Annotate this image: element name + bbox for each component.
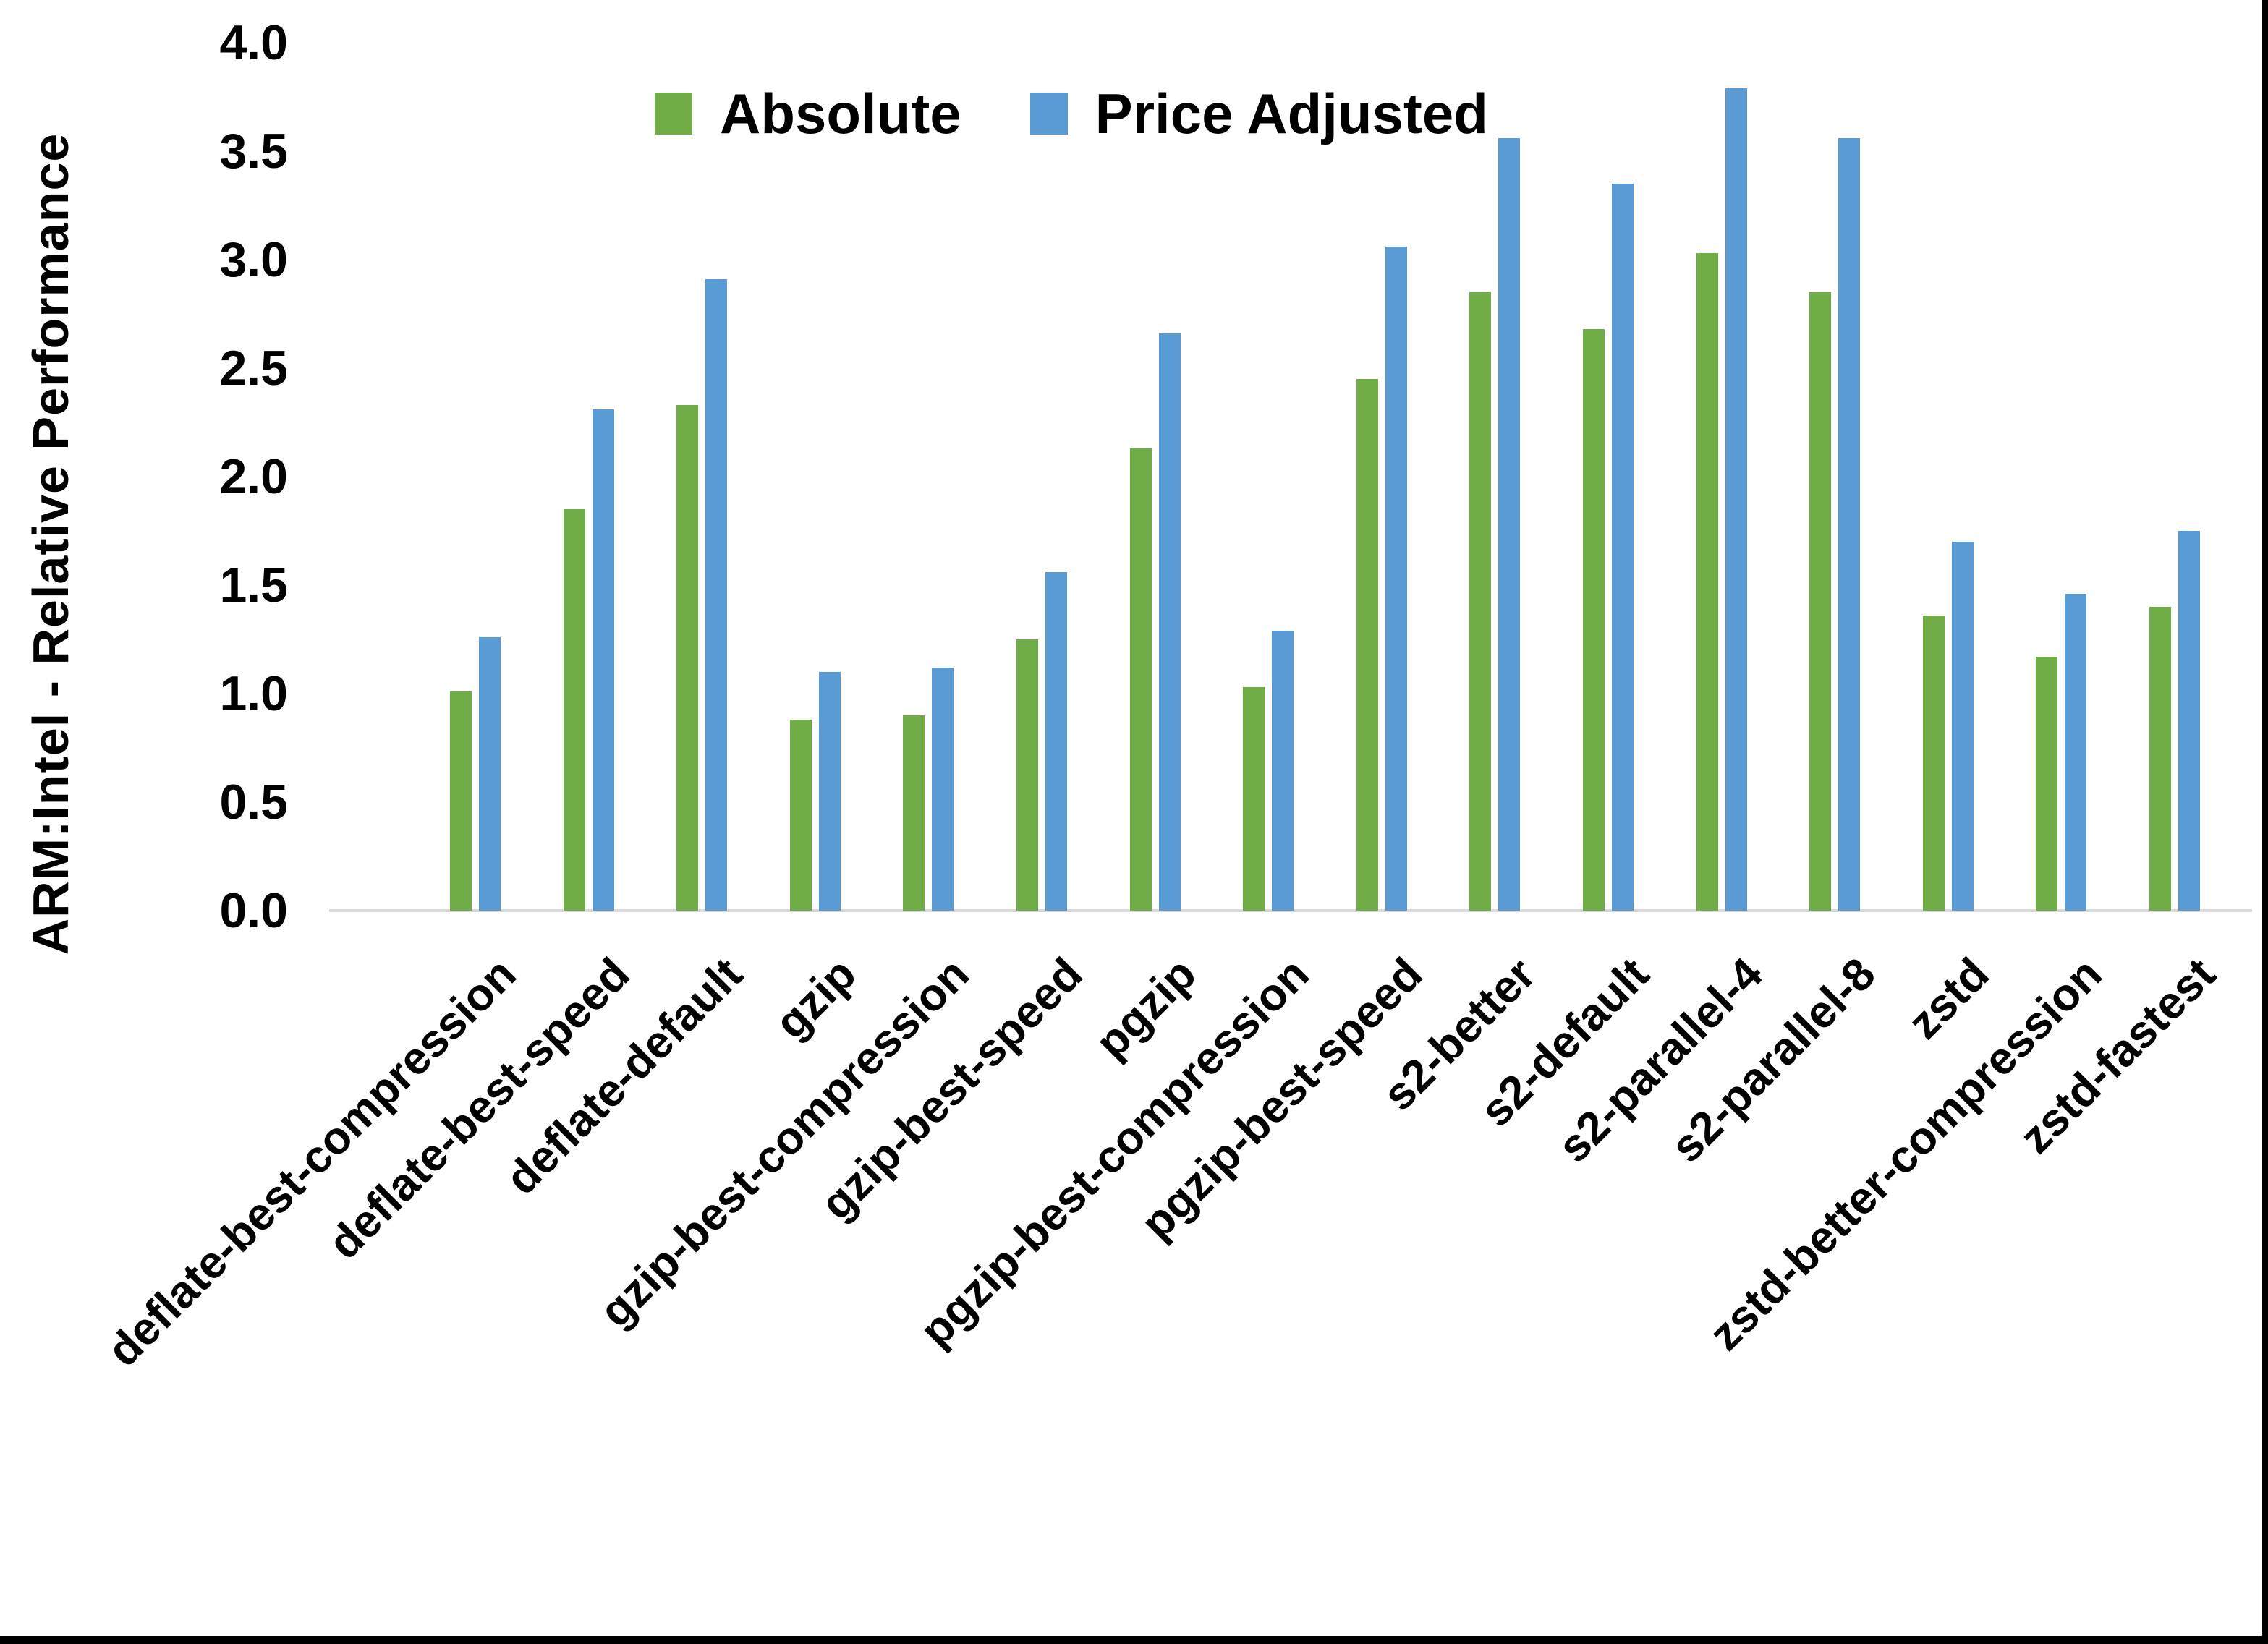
- legend-swatch-price-adjusted-icon: [1029, 93, 1068, 135]
- y-tick-label: 3.5: [219, 124, 288, 179]
- y-tick-label: 4.0: [219, 15, 288, 70]
- bar-price-adjusted: [818, 672, 841, 911]
- bar-price-adjusted: [1951, 542, 1974, 911]
- y-axis-title: ARM:Intel - Relative Performance: [22, 132, 79, 955]
- bar-absolute: [903, 715, 925, 911]
- bar-price-adjusted: [705, 279, 728, 911]
- bar-price-adjusted: [1385, 247, 1407, 911]
- y-tick-label: 1.5: [219, 558, 288, 613]
- y-tick-label: 2.5: [219, 341, 288, 396]
- bar-absolute: [1016, 639, 1038, 911]
- legend-label-price-adjusted: Price Adjusted: [1095, 82, 1488, 145]
- legend-label-absolute: Absolute: [720, 82, 961, 145]
- bar-price-adjusted: [479, 637, 501, 911]
- bar-absolute: [789, 720, 812, 911]
- y-tick-label: 2.0: [219, 449, 288, 504]
- bar-absolute: [2036, 657, 2058, 911]
- bar-absolute: [450, 691, 472, 911]
- legend-item-price-adjusted: Price Adjusted: [1029, 82, 1488, 145]
- bar-price-adjusted: [1158, 333, 1181, 911]
- legend-item-absolute: Absolute: [655, 85, 961, 142]
- bar-absolute: [1356, 379, 1378, 911]
- bar-absolute: [1696, 253, 1718, 911]
- bar-absolute: [1583, 329, 1605, 911]
- bar-price-adjusted: [592, 409, 614, 911]
- bar-absolute: [1129, 448, 1152, 911]
- bar-price-adjusted: [1045, 572, 1067, 911]
- bar-absolute: [1809, 292, 1832, 911]
- y-tick-label: 1.0: [219, 666, 288, 721]
- bar-absolute: [1469, 292, 1492, 911]
- y-tick-label: 3.0: [219, 232, 288, 287]
- bar-price-adjusted: [2065, 594, 2087, 911]
- bar-price-adjusted: [1725, 88, 1747, 911]
- bar-price-adjusted: [1838, 138, 1861, 911]
- bar-price-adjusted: [1612, 184, 1634, 911]
- bar-absolute: [1922, 616, 1945, 911]
- y-tick-label: 0.5: [219, 775, 288, 830]
- bar-absolute: [676, 405, 699, 911]
- legend: Absolute Price Adjusted: [655, 85, 1488, 142]
- bar-absolute: [1243, 687, 1265, 911]
- bar-price-adjusted: [2178, 531, 2200, 911]
- bar-absolute: [563, 509, 585, 911]
- x-axis-line: [329, 909, 2252, 912]
- bar-price-adjusted: [1272, 631, 1294, 911]
- legend-swatch-absolute-icon: [655, 93, 692, 135]
- y-tick-label: 0.0: [219, 883, 288, 938]
- bar-price-adjusted: [1498, 138, 1521, 911]
- bar-absolute: [2149, 607, 2171, 911]
- bar-price-adjusted: [932, 668, 954, 911]
